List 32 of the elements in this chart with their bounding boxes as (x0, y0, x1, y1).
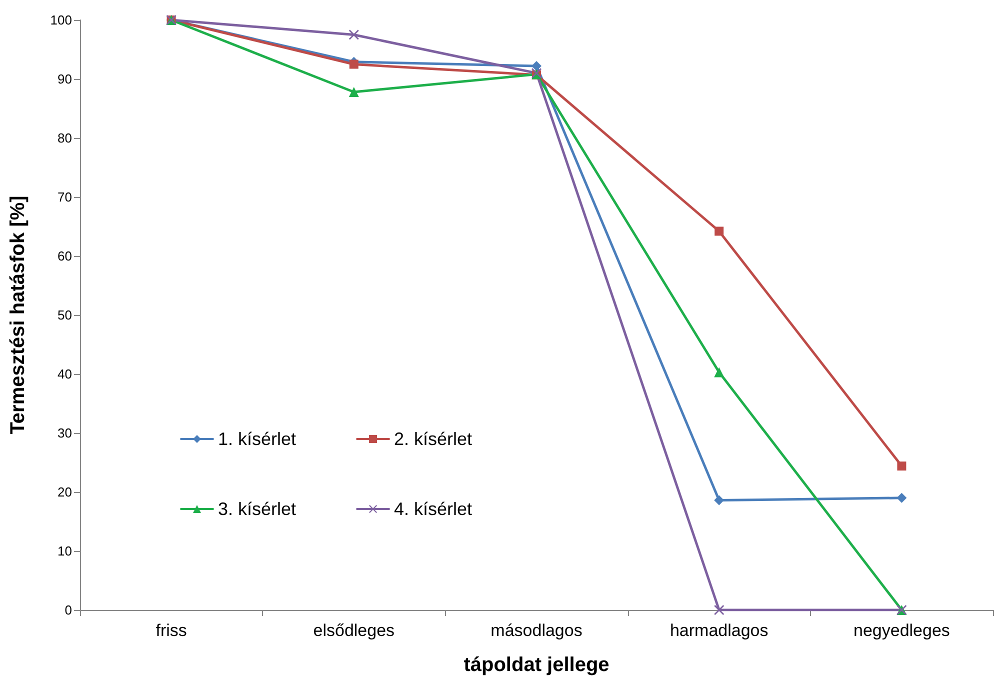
legend-label: 3. kísérlet (218, 499, 296, 519)
y-tick-label: 50 (58, 308, 72, 322)
point (897, 462, 906, 471)
y-tick-label: 10 (58, 544, 72, 558)
y-tick-label: 90 (58, 72, 72, 86)
x-tick-label: elsődleges (313, 621, 395, 640)
y-tick-label: 40 (58, 366, 72, 382)
point (348, 30, 359, 40)
point (714, 495, 724, 506)
point (349, 60, 358, 69)
x-axis-title: tápoldat jellege (464, 654, 610, 676)
point (896, 492, 907, 503)
x-tick-label: negyedleges (853, 621, 950, 640)
point (348, 86, 359, 97)
x-tick-label: harmadlagos (670, 621, 768, 640)
y-tick-label: 20 (58, 484, 72, 500)
x-tick-label: másodlagos (490, 621, 582, 640)
y-tick-label: 0 (64, 602, 72, 618)
y-axis-title: Termesztési hatásfok [%] (7, 196, 29, 434)
y-tick-label: 30 (58, 426, 72, 440)
y-tick-label: 70 (58, 190, 72, 204)
legend-label: 4. kísérlet (394, 499, 472, 519)
point (532, 61, 542, 72)
y-tick-label: 60 (58, 248, 72, 264)
x-tick-label: friss (156, 621, 187, 640)
y-tick-label: 100 (50, 12, 72, 28)
legend-label: 2. kísérlet (394, 429, 472, 449)
y-tick-label: 80 (58, 130, 72, 146)
point (714, 226, 724, 236)
point (714, 367, 724, 378)
point (714, 605, 724, 615)
legend-label: 1. kísérlet (218, 429, 296, 449)
